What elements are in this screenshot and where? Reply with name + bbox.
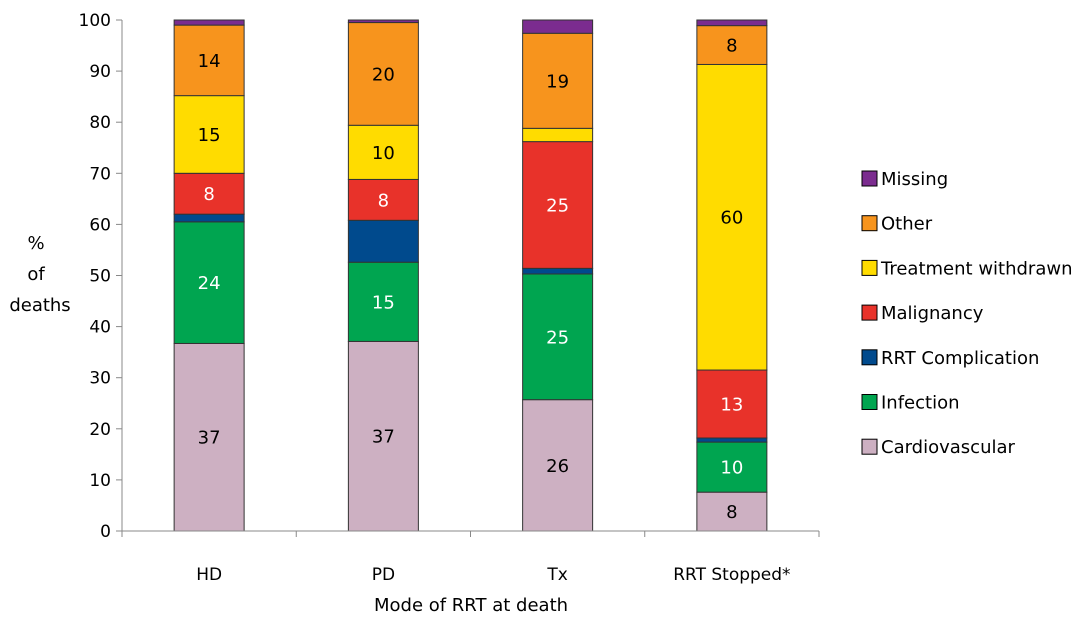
x-axis-title: Mode of RRT at death bbox=[374, 595, 568, 616]
data-label: 10 bbox=[720, 458, 743, 479]
data-label: 37 bbox=[198, 428, 221, 449]
y-tick-label: 90 bbox=[89, 62, 111, 82]
y-tick-label: 40 bbox=[89, 318, 111, 338]
data-label: 15 bbox=[372, 292, 395, 313]
y-tick-label: 50 bbox=[89, 267, 111, 287]
data-label: 8 bbox=[726, 502, 737, 523]
data-label: 15 bbox=[198, 125, 221, 146]
legend-swatch bbox=[861, 215, 878, 232]
legend-swatch bbox=[861, 259, 878, 276]
bar-segment bbox=[347, 22, 419, 126]
y-tick-label: 0 bbox=[100, 522, 111, 542]
bar-segment bbox=[696, 437, 768, 443]
bar-segment bbox=[347, 261, 419, 342]
bar-segment bbox=[522, 141, 594, 269]
legend-swatch bbox=[861, 170, 878, 187]
y-tick-label: 70 bbox=[89, 164, 111, 184]
bar-segment bbox=[173, 342, 245, 532]
bar-segment bbox=[522, 267, 594, 275]
legend-label: Infection bbox=[881, 393, 960, 414]
data-label: 8 bbox=[726, 36, 737, 57]
data-label: 25 bbox=[546, 195, 569, 216]
bar-segment bbox=[173, 95, 245, 174]
bar-segment bbox=[173, 24, 245, 97]
y-tick-label: 30 bbox=[89, 369, 111, 389]
bar-segment bbox=[347, 124, 419, 180]
y-axis-title-line-1: % bbox=[27, 233, 44, 254]
bar-segment bbox=[522, 127, 594, 143]
legend-swatch bbox=[861, 304, 878, 321]
data-label: 8 bbox=[378, 190, 389, 211]
x-tick-label: RRT Stopped* bbox=[673, 565, 790, 585]
data-label: 19 bbox=[546, 71, 569, 92]
data-label: 14 bbox=[198, 51, 221, 72]
data-label: 20 bbox=[372, 64, 395, 85]
x-axis: HD PD Tx RRT Stopped* bbox=[121, 530, 820, 585]
plot-area: 37 24 8 15 14 37 15 8 10 20 26 25 25 19 8 10 13 60 8 bbox=[173, 19, 768, 532]
y-tick-label: 100 bbox=[79, 11, 111, 31]
bar-segment bbox=[173, 221, 245, 344]
bar-segment bbox=[696, 63, 768, 371]
y-tick-label: 60 bbox=[89, 215, 111, 235]
bar-segment bbox=[696, 369, 768, 439]
legend-label: Missing bbox=[881, 169, 948, 190]
data-label: 26 bbox=[546, 456, 569, 477]
bar-segment bbox=[347, 19, 419, 24]
legend-label: RRT Complication bbox=[881, 348, 1039, 369]
data-label: 60 bbox=[720, 208, 743, 229]
bar-segment bbox=[696, 441, 768, 493]
data-label: 13 bbox=[720, 395, 743, 416]
legend: Missing Other Treatment withdrawn Malignanc… bbox=[861, 169, 1073, 458]
bar-segment bbox=[173, 213, 245, 223]
bar-segment bbox=[522, 399, 594, 532]
data-label: 10 bbox=[372, 143, 395, 164]
y-axis-title-line-3: deaths bbox=[9, 295, 70, 316]
bar-segment bbox=[173, 19, 245, 26]
y-axis-title: % of deaths bbox=[9, 233, 70, 316]
bar-segment bbox=[522, 273, 594, 401]
bar-segment bbox=[522, 19, 594, 34]
bar-segment bbox=[696, 19, 768, 27]
bar-segment bbox=[696, 25, 768, 65]
y-axis-title-line-2: of bbox=[27, 264, 45, 285]
x-tick-label: HD bbox=[196, 565, 222, 585]
legend-label: Treatment withdrawn bbox=[880, 258, 1073, 279]
bar-segment bbox=[347, 340, 419, 532]
data-label: 8 bbox=[203, 184, 214, 205]
legend-swatch bbox=[861, 394, 878, 410]
x-tick-label: Tx bbox=[546, 565, 567, 585]
bar-segment bbox=[347, 219, 419, 263]
y-tick-label: 20 bbox=[89, 420, 111, 440]
legend-swatch bbox=[861, 438, 878, 455]
legend-label: Other bbox=[881, 214, 933, 235]
y-tick-label: 80 bbox=[89, 113, 111, 133]
legend-label: Malignancy bbox=[881, 303, 984, 324]
x-tick-label: PD bbox=[372, 565, 395, 585]
y-tick-label: 10 bbox=[89, 471, 111, 491]
data-label: 25 bbox=[546, 327, 569, 348]
legend-label: Cardiovascular bbox=[881, 437, 1016, 458]
bar-segment bbox=[347, 178, 419, 221]
data-label: 37 bbox=[372, 427, 395, 448]
y-axis: 0 10 20 30 40 50 60 70 80 90 100 bbox=[79, 11, 123, 542]
legend-swatch bbox=[861, 349, 878, 366]
data-label: 24 bbox=[198, 273, 221, 294]
